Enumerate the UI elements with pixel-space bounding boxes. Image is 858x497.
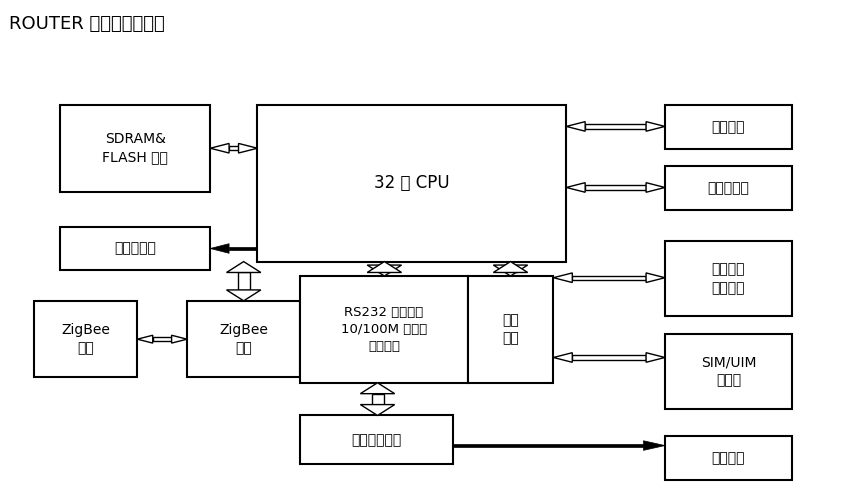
Bar: [229, 247, 257, 250]
Bar: [257, 105, 566, 261]
Text: 电源模块: 电源模块: [711, 451, 746, 465]
Bar: [187, 301, 300, 377]
Bar: [665, 436, 792, 481]
Text: SIM/UIM
卡接口: SIM/UIM 卡接口: [701, 355, 756, 388]
Bar: [300, 415, 453, 464]
Polygon shape: [367, 261, 402, 272]
Bar: [505, 265, 517, 272]
Text: ZigBee
模块: ZigBee 模块: [220, 323, 268, 355]
Text: 指示灯模块: 指示灯模块: [114, 242, 156, 255]
Polygon shape: [493, 265, 528, 276]
Text: ZigBee
天线: ZigBee 天线: [62, 323, 110, 355]
Polygon shape: [360, 383, 395, 394]
Polygon shape: [210, 144, 229, 153]
Polygon shape: [553, 273, 572, 282]
Polygon shape: [644, 441, 665, 450]
Text: 用户接口模块: 用户接口模块: [352, 433, 402, 447]
Polygon shape: [646, 183, 665, 192]
Text: 天线及其
接口模块: 天线及其 接口模块: [711, 262, 746, 295]
Polygon shape: [566, 183, 585, 192]
Bar: [34, 301, 137, 377]
Bar: [585, 124, 646, 129]
Bar: [300, 276, 468, 383]
Polygon shape: [210, 244, 229, 253]
Bar: [665, 334, 792, 409]
Text: RS232 接口模块
10/100M 以太网
接口模块: RS232 接口模块 10/100M 以太网 接口模块: [341, 306, 427, 353]
Bar: [453, 444, 644, 447]
Bar: [60, 227, 210, 270]
Polygon shape: [227, 261, 261, 272]
Polygon shape: [553, 353, 572, 362]
Bar: [372, 394, 384, 405]
Polygon shape: [566, 122, 585, 131]
Bar: [60, 105, 210, 192]
Text: ROUTER 原理框图如下：: ROUTER 原理框图如下：: [9, 15, 165, 33]
Text: 蜂窝
模块: 蜂窝 模块: [502, 313, 519, 345]
Text: 时钟模块: 时钟模块: [711, 120, 746, 134]
Polygon shape: [360, 405, 395, 415]
Polygon shape: [227, 290, 261, 301]
Polygon shape: [367, 265, 402, 276]
Polygon shape: [646, 122, 665, 131]
Bar: [665, 166, 792, 210]
Bar: [665, 105, 792, 149]
Bar: [572, 275, 646, 280]
Bar: [238, 272, 250, 290]
Text: SDRAM&
FLASH 模块: SDRAM& FLASH 模块: [102, 132, 168, 165]
Polygon shape: [646, 353, 665, 362]
Polygon shape: [172, 335, 187, 343]
Polygon shape: [137, 335, 153, 343]
Polygon shape: [646, 273, 665, 282]
Polygon shape: [493, 261, 528, 272]
Bar: [572, 355, 646, 360]
Bar: [229, 146, 239, 151]
Text: 看门狗模块: 看门狗模块: [708, 181, 749, 195]
Bar: [378, 265, 390, 272]
Bar: [585, 185, 646, 190]
Bar: [153, 337, 172, 341]
Bar: [468, 276, 553, 383]
Text: 32 位 CPU: 32 位 CPU: [374, 174, 450, 192]
Bar: [665, 241, 792, 316]
Polygon shape: [239, 144, 257, 153]
